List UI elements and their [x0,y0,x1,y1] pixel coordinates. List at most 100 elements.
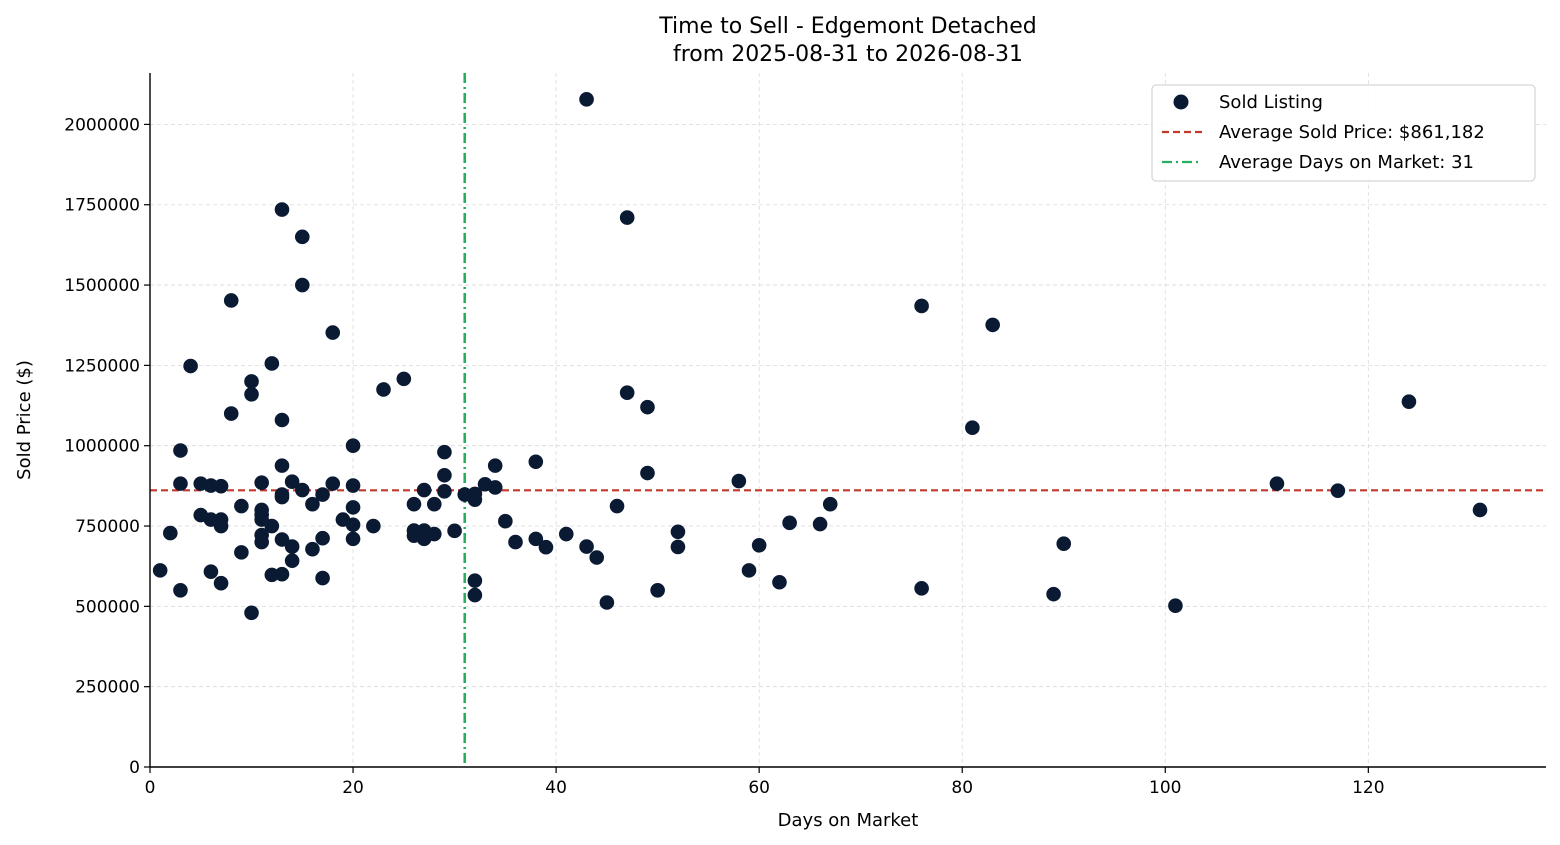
data-point [1056,536,1072,551]
data-point [579,92,594,107]
data-point [579,539,594,554]
data-point [965,420,980,436]
data-point [325,325,341,340]
data-point [234,498,249,514]
data-point [538,539,554,555]
legend-frame [1151,84,1536,182]
data-point [498,513,513,529]
data-point [640,465,655,481]
data-point [437,467,452,483]
legend: Sold Listing Average Sold Price: $861,18… [1151,84,1536,182]
reference-lines [150,73,1546,767]
data-point [822,496,838,512]
data-point [619,385,635,400]
data-point [670,524,686,540]
data-point [558,526,574,542]
data-point [234,545,249,560]
data-point [1330,483,1346,498]
data-point [376,382,391,397]
data-point [294,482,310,498]
data-point [812,516,828,532]
data-point [619,210,635,225]
legend-label-sold: Sold Listing [1219,92,1323,113]
data-point [345,517,361,533]
data-point [163,525,178,541]
data-point [772,574,787,590]
data-point [284,474,300,489]
data-point [305,541,320,557]
data-point [294,277,310,293]
data-point [437,444,452,460]
y-tick-label: 0 [129,758,140,778]
data-point [173,582,188,598]
x-tick-label: 40 [545,778,567,798]
x-tick-label: 80 [951,778,973,798]
data-point [264,518,280,534]
data-point [345,531,361,547]
data-point [223,406,239,421]
data-point [741,563,757,578]
data-point [467,492,483,507]
x-tick-label: 120 [1352,778,1384,798]
data-point [487,458,503,473]
data-point [1472,502,1488,518]
y-tick-label: 500000 [75,597,140,617]
data-point [609,498,625,514]
data-point [599,595,615,610]
data-point [223,293,239,308]
data-point [426,526,442,542]
legend-label-avg-days: Average Days on Market: 31 [1219,152,1474,173]
data-point [345,438,361,454]
data-point [914,298,929,314]
data-point [274,489,290,505]
data-point [315,570,330,586]
data-point [203,564,219,579]
data-point [264,356,280,371]
chart-title: Time to Sell - Edgemont Detached [658,14,1037,39]
y-axis-ticks: 0 250000 500000 750000 1000000 1250000 1500000… [64,115,150,778]
data-point [213,512,229,527]
x-axis-label: Days on Market [778,810,919,831]
data-point [183,358,198,374]
data-point [528,454,544,470]
data-point [345,478,361,493]
data-point [782,515,797,531]
data-point [254,475,269,490]
data-point [325,476,341,491]
data-point [284,553,300,569]
data-point [254,534,269,550]
y-tick-label: 750000 [75,517,140,537]
data-point [467,573,483,588]
data-point [274,566,290,582]
data-point [284,539,300,554]
data-point [406,496,422,512]
legend-marker-icon [1173,94,1189,110]
data-point [751,538,767,553]
data-point [152,563,168,578]
data-point [294,229,310,245]
data-point [315,530,330,546]
y-tick-label: 250000 [75,678,140,698]
data-point [447,523,462,539]
y-tick-label: 2000000 [64,115,140,135]
data-point [274,532,290,547]
data-point [274,202,290,217]
data-points [152,92,1488,621]
chart-subtitle: from 2025-08-31 to 2026-08-31 [673,42,1023,67]
data-point [528,531,544,547]
data-point [274,458,290,473]
data-point [244,374,259,389]
data-point [416,482,432,498]
data-point [366,518,381,534]
y-tick-label: 1000000 [64,437,140,457]
x-tick-label: 100 [1149,778,1181,798]
data-point [244,605,259,621]
data-point [315,487,330,502]
data-point [650,582,665,598]
data-point [345,500,361,515]
data-point [244,386,259,402]
data-point [213,575,229,591]
y-tick-label: 1500000 [64,276,140,296]
data-point [426,496,442,512]
